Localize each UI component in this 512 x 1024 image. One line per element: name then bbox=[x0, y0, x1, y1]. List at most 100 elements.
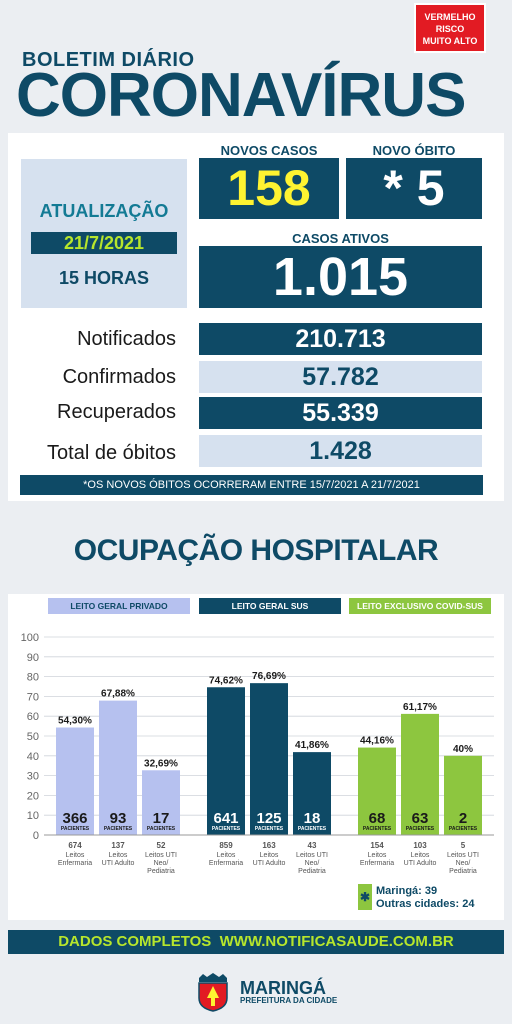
new-death-value: * 5 bbox=[346, 158, 482, 219]
y-tick-label: 90 bbox=[27, 652, 39, 664]
group-header-private: LEITO GERAL PRIVADO bbox=[48, 598, 190, 614]
y-tick-label: 0 bbox=[33, 830, 39, 842]
bar bbox=[56, 727, 94, 835]
bar-patients-value: 2 bbox=[459, 810, 467, 827]
bar bbox=[444, 755, 482, 835]
bar-category-label: Leitos UTI bbox=[296, 852, 328, 859]
deaths-footnote: *OS NOVOS ÓBITOS OCORRERAM ENTRE 15/7/20… bbox=[20, 475, 483, 495]
bar-beds-value: 859 bbox=[219, 841, 233, 850]
bar-category-label: Pediatria bbox=[298, 868, 326, 875]
update-hour: 15 HORAS bbox=[58, 268, 150, 288]
bar-beds-value: 103 bbox=[413, 841, 427, 850]
stat-label-confirmed: Confirmados bbox=[62, 366, 176, 388]
bar bbox=[207, 687, 245, 835]
y-tick-label: 50 bbox=[27, 731, 39, 743]
bar bbox=[358, 747, 396, 835]
bar-category-label: Leitos UTI bbox=[145, 852, 177, 859]
stat-label-recovered: Recuperados bbox=[57, 401, 176, 423]
y-tick-label: 60 bbox=[27, 711, 39, 723]
stat-label-notified: Notificados bbox=[77, 328, 176, 350]
update-date: 21/7/2021 bbox=[31, 232, 177, 254]
bar-patients-value: 18 bbox=[304, 810, 321, 827]
hospital-section-title: OCUPAÇÃO HOSPITALAR bbox=[73, 534, 439, 567]
bar-category-label: Leitos bbox=[66, 852, 85, 859]
bar-patients-value: 641 bbox=[213, 810, 238, 827]
bar-category-label: Leitos bbox=[368, 852, 387, 859]
y-tick-label: 70 bbox=[27, 691, 39, 703]
asterisk-icon: ✱ bbox=[358, 884, 372, 910]
bar-category-label: Leitos bbox=[260, 852, 279, 859]
legend-other-cities: Outras cidades: 24 bbox=[376, 898, 475, 910]
bar-category-label: Leitos bbox=[109, 852, 128, 859]
bar bbox=[99, 700, 137, 835]
bar-category-label: Leitos bbox=[217, 852, 236, 859]
bar bbox=[250, 683, 288, 835]
bar-patients-unit: PACIENTES bbox=[61, 826, 90, 832]
bar-beds-value: 163 bbox=[262, 841, 276, 850]
bar-category-label: UTI Adulto bbox=[404, 860, 437, 867]
bar-beds-value: 674 bbox=[68, 841, 82, 850]
bar-category-label: Leitos bbox=[411, 852, 430, 859]
bar-category-label: Pediatria bbox=[449, 868, 477, 875]
bar-patients-unit: PACIENTES bbox=[363, 826, 392, 832]
bar-category-label: Neo/ bbox=[456, 860, 471, 867]
bar-patients-unit: PACIENTES bbox=[449, 826, 478, 832]
group-header-sus: LEITO GERAL SUS bbox=[199, 598, 341, 614]
new-cases-label: NOVOS CASOS bbox=[220, 143, 318, 158]
stat-value-deaths: 1.428 bbox=[199, 435, 482, 467]
bar-category-label: Enfermaria bbox=[58, 860, 92, 867]
city-seal-icon bbox=[198, 973, 228, 1012]
y-tick-label: 10 bbox=[27, 810, 39, 822]
bulletin-subtitle: BOLETIM DIÁRIO bbox=[22, 49, 195, 71]
bar-percent-label: 32,69% bbox=[144, 758, 178, 769]
page-title: CORONAVÍRUS bbox=[16, 61, 466, 130]
bar-beds-value: 154 bbox=[370, 841, 384, 850]
bar-beds-value: 5 bbox=[461, 841, 466, 850]
bar-patients-unit: PACIENTES bbox=[104, 826, 133, 832]
stat-value-confirmed: 57.782 bbox=[199, 361, 482, 393]
y-tick-label: 80 bbox=[27, 672, 39, 684]
website-link[interactable]: DADOS COMPLETOS WWW.NOTIFICASAUDE.COM.BR bbox=[8, 930, 504, 954]
bar bbox=[401, 713, 439, 835]
active-cases-value: 1.015 bbox=[199, 246, 482, 308]
y-tick-label: 30 bbox=[27, 771, 39, 783]
bar-patients-value: 68 bbox=[369, 810, 386, 827]
bar-category-label: UTI Adulto bbox=[253, 860, 286, 867]
stat-value-notified: 210.713 bbox=[199, 323, 482, 355]
bar-beds-value: 52 bbox=[157, 841, 166, 850]
bar-category-label: Pediatria bbox=[147, 868, 175, 875]
new-death-label: NOVO ÓBITO bbox=[372, 143, 456, 158]
bar-category-label: Enfermaria bbox=[360, 860, 394, 867]
bar-patients-unit: PACIENTES bbox=[406, 826, 435, 832]
bar-percent-label: 74,62% bbox=[209, 675, 243, 686]
y-tick-label: 40 bbox=[27, 751, 39, 763]
y-tick-label: 100 bbox=[21, 632, 39, 644]
risk-badge-text: VERMELHO RISCO MUITO ALTO bbox=[422, 12, 478, 46]
bar-percent-label: 44,16% bbox=[360, 736, 394, 747]
y-tick-label: 20 bbox=[27, 790, 39, 802]
bar-percent-label: 76,69% bbox=[252, 671, 286, 682]
bar bbox=[293, 752, 331, 835]
bar-category-label: UTI Adulto bbox=[102, 860, 135, 867]
stat-label-deaths: Total de óbitos bbox=[47, 442, 176, 464]
bar-patients-unit: PACIENTES bbox=[298, 826, 327, 832]
bar-percent-label: 67,88% bbox=[101, 689, 135, 700]
bar-percent-label: 40% bbox=[453, 744, 473, 755]
stat-value-recovered: 55.339 bbox=[199, 397, 482, 429]
bar-patients-value: 93 bbox=[110, 810, 127, 827]
bar-category-label: Neo/ bbox=[305, 860, 320, 867]
bar-patients-value: 366 bbox=[62, 810, 87, 827]
update-label: ATUALIZAÇÃO bbox=[39, 201, 169, 221]
bar-percent-label: 41,86% bbox=[295, 740, 329, 751]
bar-beds-value: 43 bbox=[308, 841, 317, 850]
group-header-covid-sus: LEITO EXCLUSIVO COVID-SUS bbox=[349, 598, 491, 614]
bar-category-label: Neo/ bbox=[154, 860, 169, 867]
risk-badge: VERMELHO RISCO MUITO ALTO bbox=[414, 3, 486, 53]
bar bbox=[142, 770, 180, 835]
bar-patients-value: 125 bbox=[256, 810, 281, 827]
bar-percent-label: 54,30% bbox=[58, 715, 92, 726]
active-cases-label: CASOS ATIVOS bbox=[292, 231, 389, 246]
bar-patients-value: 63 bbox=[412, 810, 429, 827]
city-name: MARINGÁ bbox=[240, 978, 326, 998]
bar-patients-value: 17 bbox=[153, 810, 170, 827]
